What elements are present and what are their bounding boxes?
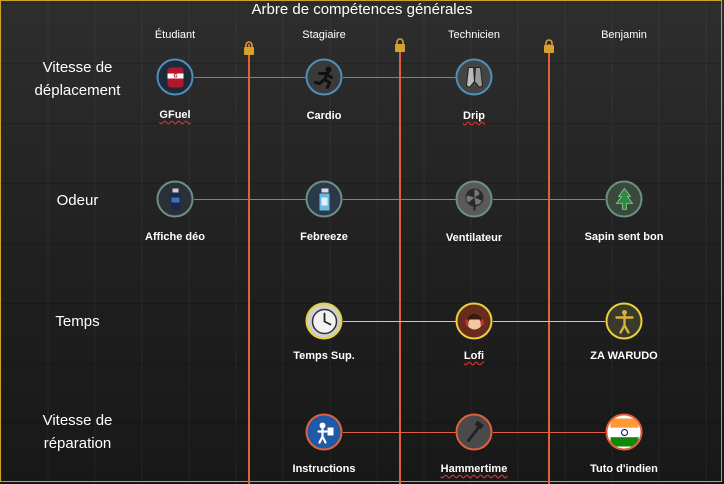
tier-header-stagiaire: Stagiaire bbox=[302, 29, 346, 41]
skill-link bbox=[493, 199, 605, 200]
sneakers-icon bbox=[465, 66, 483, 88]
skill-node-drip[interactable] bbox=[455, 58, 493, 96]
skill-label-tuto-indien: Tuto d'indien bbox=[590, 463, 658, 475]
skill-node-gfuel[interactable]: G bbox=[156, 58, 194, 96]
tier-divider-3 bbox=[548, 44, 550, 484]
skill-node-hammertime[interactable] bbox=[455, 413, 493, 451]
skill-label-febreeze: Febreeze bbox=[300, 231, 348, 243]
row-label-line: déplacement bbox=[34, 82, 121, 99]
skill-node-cardio[interactable] bbox=[305, 58, 343, 96]
skill-label-cardio: Cardio bbox=[306, 110, 342, 122]
skill-link bbox=[343, 77, 456, 78]
skill-label-lofi: Lofi bbox=[463, 350, 485, 362]
skill-node-sapin-sent-bon[interactable] bbox=[605, 180, 643, 218]
tier-divider-2 bbox=[399, 44, 401, 484]
skill-node-instructions[interactable] bbox=[305, 413, 343, 451]
skill-label-drip: Drip bbox=[463, 110, 485, 122]
skill-label-affiche-deo: Affiche déo bbox=[145, 231, 205, 243]
lock-icon[interactable] bbox=[543, 39, 555, 53]
svg-text:G: G bbox=[173, 73, 177, 79]
skill-label-hammertime: Hammertime bbox=[440, 463, 508, 475]
skill-label-sapin-sent-bon: Sapin sent bon bbox=[584, 231, 664, 243]
skill-link bbox=[493, 432, 605, 433]
skill-node-affiche-deo[interactable] bbox=[156, 180, 194, 218]
skill-link bbox=[493, 321, 605, 322]
skill-node-za-warudo[interactable] bbox=[605, 302, 643, 340]
skill-link bbox=[343, 199, 456, 200]
skill-node-ventilateur[interactable] bbox=[455, 180, 493, 218]
lock-icon[interactable] bbox=[243, 41, 255, 55]
row-label-line: Vitesse de bbox=[42, 59, 113, 76]
skill-node-febreeze[interactable] bbox=[305, 180, 343, 218]
row-label-odeur: Odeur bbox=[56, 192, 99, 209]
clock-icon bbox=[311, 308, 337, 334]
row-label-line: réparation bbox=[43, 435, 112, 452]
gfuel-can-icon: G bbox=[167, 67, 183, 87]
india-flag-icon bbox=[610, 418, 638, 446]
skill-link bbox=[194, 77, 306, 78]
row-label-vitesse-deplacement: Vitesse de déplacement bbox=[20, 56, 135, 102]
skill-label-gfuel: GFuel bbox=[159, 109, 191, 121]
skill-link bbox=[343, 432, 456, 433]
tier-divider-1 bbox=[248, 44, 250, 484]
skill-node-lofi[interactable] bbox=[455, 302, 493, 340]
skill-link bbox=[343, 321, 456, 322]
page-title: Arbre de compétences générales bbox=[251, 1, 473, 18]
lock-icon[interactable] bbox=[394, 38, 406, 52]
skill-node-temps-sup[interactable] bbox=[305, 302, 343, 340]
tier-header-etudiant: Étudiant bbox=[154, 29, 196, 41]
row-label-vitesse-reparation: Vitesse de réparation bbox=[20, 409, 135, 455]
spray-bottle-icon bbox=[319, 188, 329, 210]
skill-link bbox=[194, 199, 306, 200]
pine-air-freshener-icon bbox=[615, 187, 633, 210]
running-man-icon bbox=[313, 66, 333, 89]
skill-label-temps-sup: Temps Sup. bbox=[293, 350, 355, 362]
tier-header-technicien: Technicien bbox=[448, 29, 500, 41]
fan-icon bbox=[465, 188, 483, 210]
skill-node-tuto-indien[interactable] bbox=[605, 413, 643, 451]
hammer-icon bbox=[466, 419, 484, 442]
skill-label-instructions: Instructions bbox=[292, 463, 356, 475]
tier-header-benjamin: Benjamin bbox=[601, 29, 647, 41]
skill-label-ventilateur: Ventilateur bbox=[445, 232, 503, 244]
instructions-sign-icon bbox=[316, 422, 333, 444]
skill-label-za-warudo: ZA WARUDO bbox=[590, 350, 658, 362]
deodorant-icon bbox=[170, 188, 180, 210]
za-warudo-icon bbox=[614, 309, 634, 334]
row-label-line: Vitesse de bbox=[42, 412, 113, 429]
row-label-temps: Temps bbox=[55, 313, 100, 330]
lofi-girl-icon bbox=[465, 313, 483, 329]
